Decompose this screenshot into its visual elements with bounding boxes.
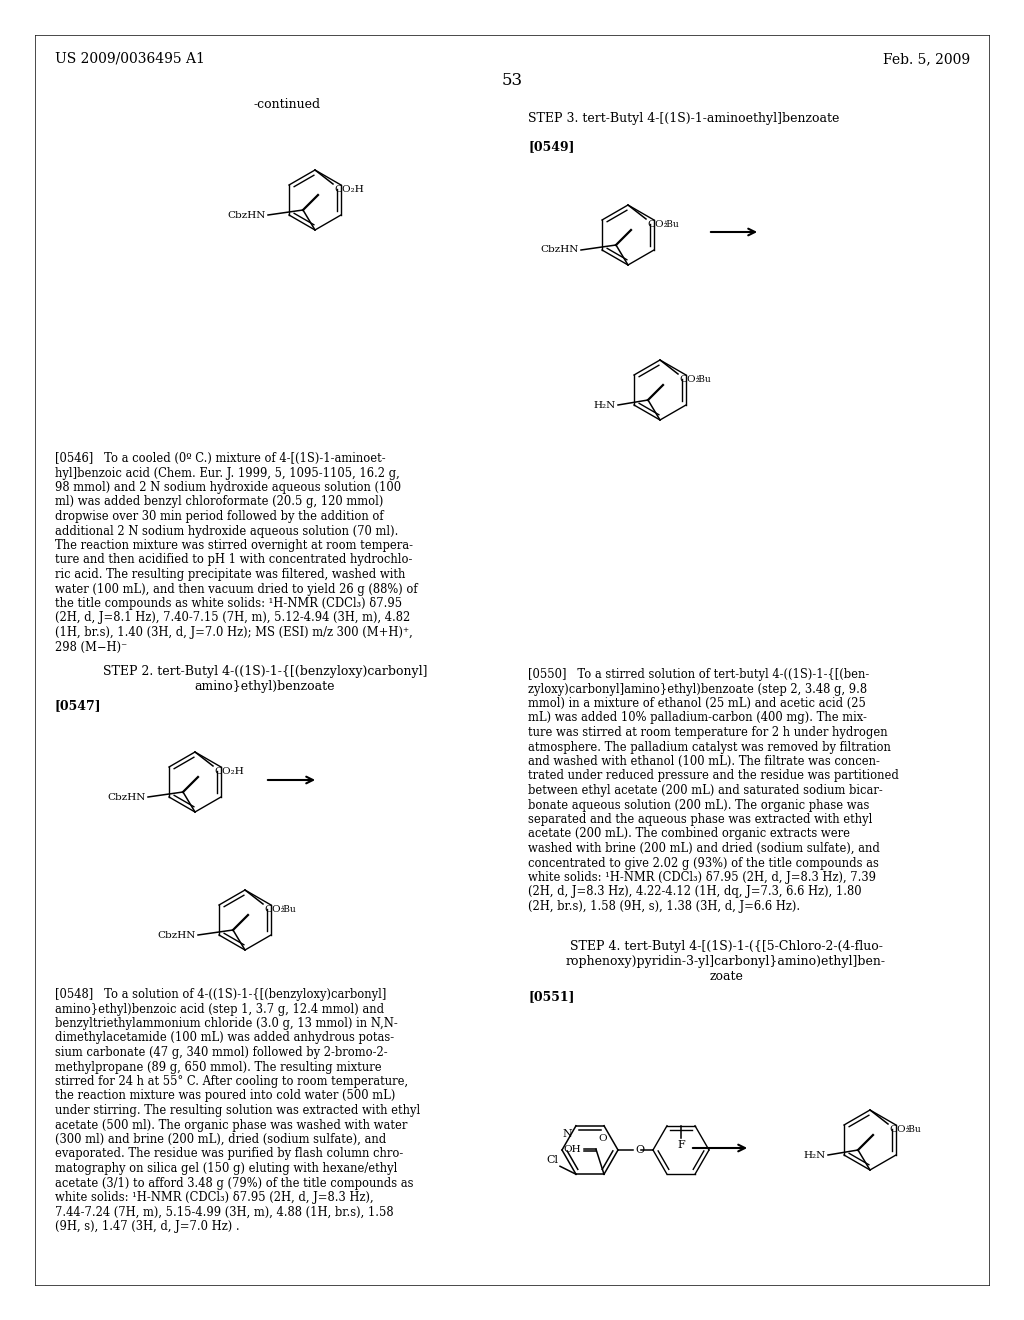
Text: H₂N: H₂N: [594, 400, 616, 409]
Text: 53: 53: [502, 73, 522, 88]
Text: O: O: [598, 1134, 606, 1143]
Text: H₂N: H₂N: [804, 1151, 826, 1159]
Text: zyloxy)carbonyl]amino}ethyl)benzoate (step 2, 3.48 g, 9.8: zyloxy)carbonyl]amino}ethyl)benzoate (st…: [528, 682, 867, 696]
Text: ture and then acidified to pH 1 with concentrated hydrochlo-: ture and then acidified to pH 1 with con…: [55, 553, 413, 566]
Text: concentrated to give 2.02 g (93%) of the title compounds as: concentrated to give 2.02 g (93%) of the…: [528, 857, 879, 870]
Text: acetate (3/1) to afford 3.48 g (79%) of the title compounds as: acetate (3/1) to afford 3.48 g (79%) of …: [55, 1176, 414, 1189]
Text: The reaction mixture was stirred overnight at room tempera-: The reaction mixture was stirred overnig…: [55, 539, 413, 552]
Text: CbzHN: CbzHN: [108, 792, 146, 801]
Text: Feb. 5, 2009: Feb. 5, 2009: [883, 51, 970, 66]
Text: 298 (M−H)⁻: 298 (M−H)⁻: [55, 640, 127, 653]
Text: 7.44-7.24 (7H, m), 5.15-4.99 (3H, m), 4.88 (1H, br.s), 1.58: 7.44-7.24 (7H, m), 5.15-4.99 (3H, m), 4.…: [55, 1205, 393, 1218]
Text: US 2009/0036495 A1: US 2009/0036495 A1: [55, 51, 205, 66]
Text: CO₂H: CO₂H: [214, 767, 244, 776]
Text: washed with brine (200 mL) and dried (sodium sulfate), and: washed with brine (200 mL) and dried (so…: [528, 842, 880, 855]
Text: CO₂H: CO₂H: [334, 185, 364, 194]
Text: white solids: ¹H-NMR (CDCl₃) δ7.95 (2H, d, J=8.3 Hz),: white solids: ¹H-NMR (CDCl₃) δ7.95 (2H, …: [55, 1191, 374, 1204]
Text: [0549]: [0549]: [528, 140, 574, 153]
Text: between ethyl acetate (200 mL) and saturated sodium bicar-: between ethyl acetate (200 mL) and satur…: [528, 784, 883, 797]
Text: water (100 mL), and then vacuum dried to yield 26 g (88%) of: water (100 mL), and then vacuum dried to…: [55, 582, 418, 595]
Text: (9H, s), 1.47 (3H, d, J=7.0 Hz) .: (9H, s), 1.47 (3H, d, J=7.0 Hz) .: [55, 1220, 240, 1233]
Text: additional 2 N sodium hydroxide aqueous solution (70 ml).: additional 2 N sodium hydroxide aqueous …: [55, 524, 398, 537]
Text: rophenoxy)pyridin-3-yl]carbonyl}amino)ethyl]ben-: rophenoxy)pyridin-3-yl]carbonyl}amino)et…: [566, 954, 886, 968]
Text: F: F: [677, 1139, 685, 1150]
Text: amino}ethyl)benzoate: amino}ethyl)benzoate: [195, 680, 335, 693]
Text: acetate (500 ml). The organic phase was washed with water: acetate (500 ml). The organic phase was …: [55, 1118, 408, 1131]
Text: [0547]: [0547]: [55, 700, 101, 711]
Text: (2H, d, J=8.1 Hz), 7.40-7.15 (7H, m), 5.12-4.94 (3H, m), 4.82: (2H, d, J=8.1 Hz), 7.40-7.15 (7H, m), 5.…: [55, 611, 411, 624]
Text: ture was stirred at room temperature for 2 h under hydrogen: ture was stirred at room temperature for…: [528, 726, 888, 739]
Text: CbzHN: CbzHN: [158, 931, 196, 940]
Text: bonate aqueous solution (200 mL). The organic phase was: bonate aqueous solution (200 mL). The or…: [528, 799, 869, 812]
Text: (2H, br.s), 1.58 (9H, s), 1.38 (3H, d, J=6.6 Hz).: (2H, br.s), 1.58 (9H, s), 1.38 (3H, d, J…: [528, 900, 800, 913]
Text: methylpropane (89 g, 650 mmol). The resulting mixture: methylpropane (89 g, 650 mmol). The resu…: [55, 1060, 382, 1073]
Text: (2H, d, J=8.3 Hz), 4.22-4.12 (1H, dq, J=7.3, 6.6 Hz), 1.80: (2H, d, J=8.3 Hz), 4.22-4.12 (1H, dq, J=…: [528, 886, 861, 899]
Text: the reaction mixture was poured into cold water (500 mL): the reaction mixture was poured into col…: [55, 1089, 395, 1102]
Text: CO₂: CO₂: [679, 375, 699, 384]
Text: O: O: [635, 1144, 644, 1155]
Text: CO₂: CO₂: [264, 906, 285, 913]
Text: CbzHN: CbzHN: [227, 210, 266, 219]
Text: dimethylacetamide (100 mL) was added anhydrous potas-: dimethylacetamide (100 mL) was added anh…: [55, 1031, 394, 1044]
Text: hyl]benzoic acid (⁠⁠Chem. Eur. J.⁠⁠ 1999, 5, 1095-1105, 16.2 g,: hyl]benzoic acid (⁠⁠Chem. Eur. J.⁠⁠ 1999…: [55, 466, 399, 479]
Text: CO₂: CO₂: [647, 220, 668, 228]
Text: trated under reduced pressure and the residue was partitioned: trated under reduced pressure and the re…: [528, 770, 899, 783]
Text: and washed with ethanol (100 mL). The filtrate was concen-: and washed with ethanol (100 mL). The fi…: [528, 755, 880, 768]
Text: atmosphere. The palladium catalyst was removed by filtration: atmosphere. The palladium catalyst was r…: [528, 741, 891, 754]
Text: -continued: -continued: [253, 98, 321, 111]
Text: ᵗBu: ᵗBu: [282, 906, 297, 913]
Text: dropwise over 30 min period followed by the addition of: dropwise over 30 min period followed by …: [55, 510, 384, 523]
Text: OH: OH: [563, 1144, 581, 1154]
Text: (300 ml) and brine (200 mL), dried (sodium sulfate), and: (300 ml) and brine (200 mL), dried (sodi…: [55, 1133, 386, 1146]
Text: evaporated. The residue was purified by flash column chro-: evaporated. The residue was purified by …: [55, 1147, 403, 1160]
Text: [0551]: [0551]: [528, 990, 574, 1003]
Text: the title compounds as white solids: ¹H-NMR (CDCl₃) δ7.95: the title compounds as white solids: ¹H-…: [55, 597, 402, 610]
Text: (1H, br.s), 1.40 (3H, d, J=7.0 Hz); MS (ESI) m/z 300 (M+H)⁺,: (1H, br.s), 1.40 (3H, d, J=7.0 Hz); MS (…: [55, 626, 413, 639]
Text: ml) was added benzyl chloroformate (20.5 g, 120 mmol): ml) was added benzyl chloroformate (20.5…: [55, 495, 383, 508]
Text: stirred for 24 h at 55° C. After cooling to room temperature,: stirred for 24 h at 55° C. After cooling…: [55, 1074, 409, 1088]
Text: acetate (200 mL). The combined organic extracts were: acetate (200 mL). The combined organic e…: [528, 828, 850, 841]
Text: [0546]   To a cooled (0º C.) mixture of 4-[(1S)-1-aminoet-: [0546] To a cooled (0º C.) mixture of 4-…: [55, 451, 386, 465]
Text: benzyltriethylammonium chloride (3.0 g, 13 mmol) in N,N-: benzyltriethylammonium chloride (3.0 g, …: [55, 1016, 397, 1030]
Text: STEP 2. tert-Butyl 4-((1S)-1-{[(benzyloxy)carbonyl]: STEP 2. tert-Butyl 4-((1S)-1-{[(benzylox…: [102, 665, 427, 678]
Text: mmol) in a mixture of ethanol (25 mL) and acetic acid (25: mmol) in a mixture of ethanol (25 mL) an…: [528, 697, 866, 710]
Text: [0548]   To a solution of 4-((1S)-1-{[(benzyloxy)carbonyl]: [0548] To a solution of 4-((1S)-1-{[(ben…: [55, 987, 386, 1001]
Text: CbzHN: CbzHN: [541, 246, 579, 255]
Text: separated and the aqueous phase was extracted with ethyl: separated and the aqueous phase was extr…: [528, 813, 872, 826]
Text: zoate: zoate: [709, 970, 743, 983]
Text: matography on silica gel (150 g) eluting with hexane/ethyl: matography on silica gel (150 g) eluting…: [55, 1162, 397, 1175]
Text: STEP 3. tert-Butyl 4-[(1S)-1-aminoethyl]benzoate: STEP 3. tert-Butyl 4-[(1S)-1-aminoethyl]…: [528, 112, 840, 125]
Text: 98 mmol) and 2 N sodium hydroxide aqueous solution (100: 98 mmol) and 2 N sodium hydroxide aqueou…: [55, 480, 401, 494]
Text: sium carbonate (47 g, 340 mmol) followed by 2-bromo-2-: sium carbonate (47 g, 340 mmol) followed…: [55, 1045, 388, 1059]
Text: CO₂: CO₂: [889, 1125, 909, 1134]
Text: amino}ethyl)benzoic acid (step 1, 3.7 g, 12.4 mmol) and: amino}ethyl)benzoic acid (step 1, 3.7 g,…: [55, 1002, 384, 1015]
Text: STEP 4. tert-Butyl 4-[(1S)-1-({[5-Chloro-2-(4-fluo-: STEP 4. tert-Butyl 4-[(1S)-1-({[5-Chloro…: [569, 940, 883, 953]
Text: N: N: [562, 1129, 572, 1139]
Text: mL) was added 10% palladium-carbon (400 mg). The mix-: mL) was added 10% palladium-carbon (400 …: [528, 711, 867, 725]
Text: ᵗBu: ᵗBu: [697, 375, 712, 384]
Text: ᵗBu: ᵗBu: [907, 1125, 922, 1134]
Text: Cl: Cl: [546, 1155, 558, 1166]
Text: white solids: ¹H-NMR (CDCl₃) δ7.95 (2H, d, J=8.3 Hz), 7.39: white solids: ¹H-NMR (CDCl₃) δ7.95 (2H, …: [528, 871, 876, 884]
Text: ᵗBu: ᵗBu: [665, 220, 680, 228]
Text: under stirring. The resulting solution was extracted with ethyl: under stirring. The resulting solution w…: [55, 1104, 420, 1117]
Text: ric acid. The resulting precipitate was filtered, washed with: ric acid. The resulting precipitate was …: [55, 568, 406, 581]
Text: [0550]   To a stirred solution of tert-butyl 4-((1S)-1-{[(ben-: [0550] To a stirred solution of tert-but…: [528, 668, 869, 681]
